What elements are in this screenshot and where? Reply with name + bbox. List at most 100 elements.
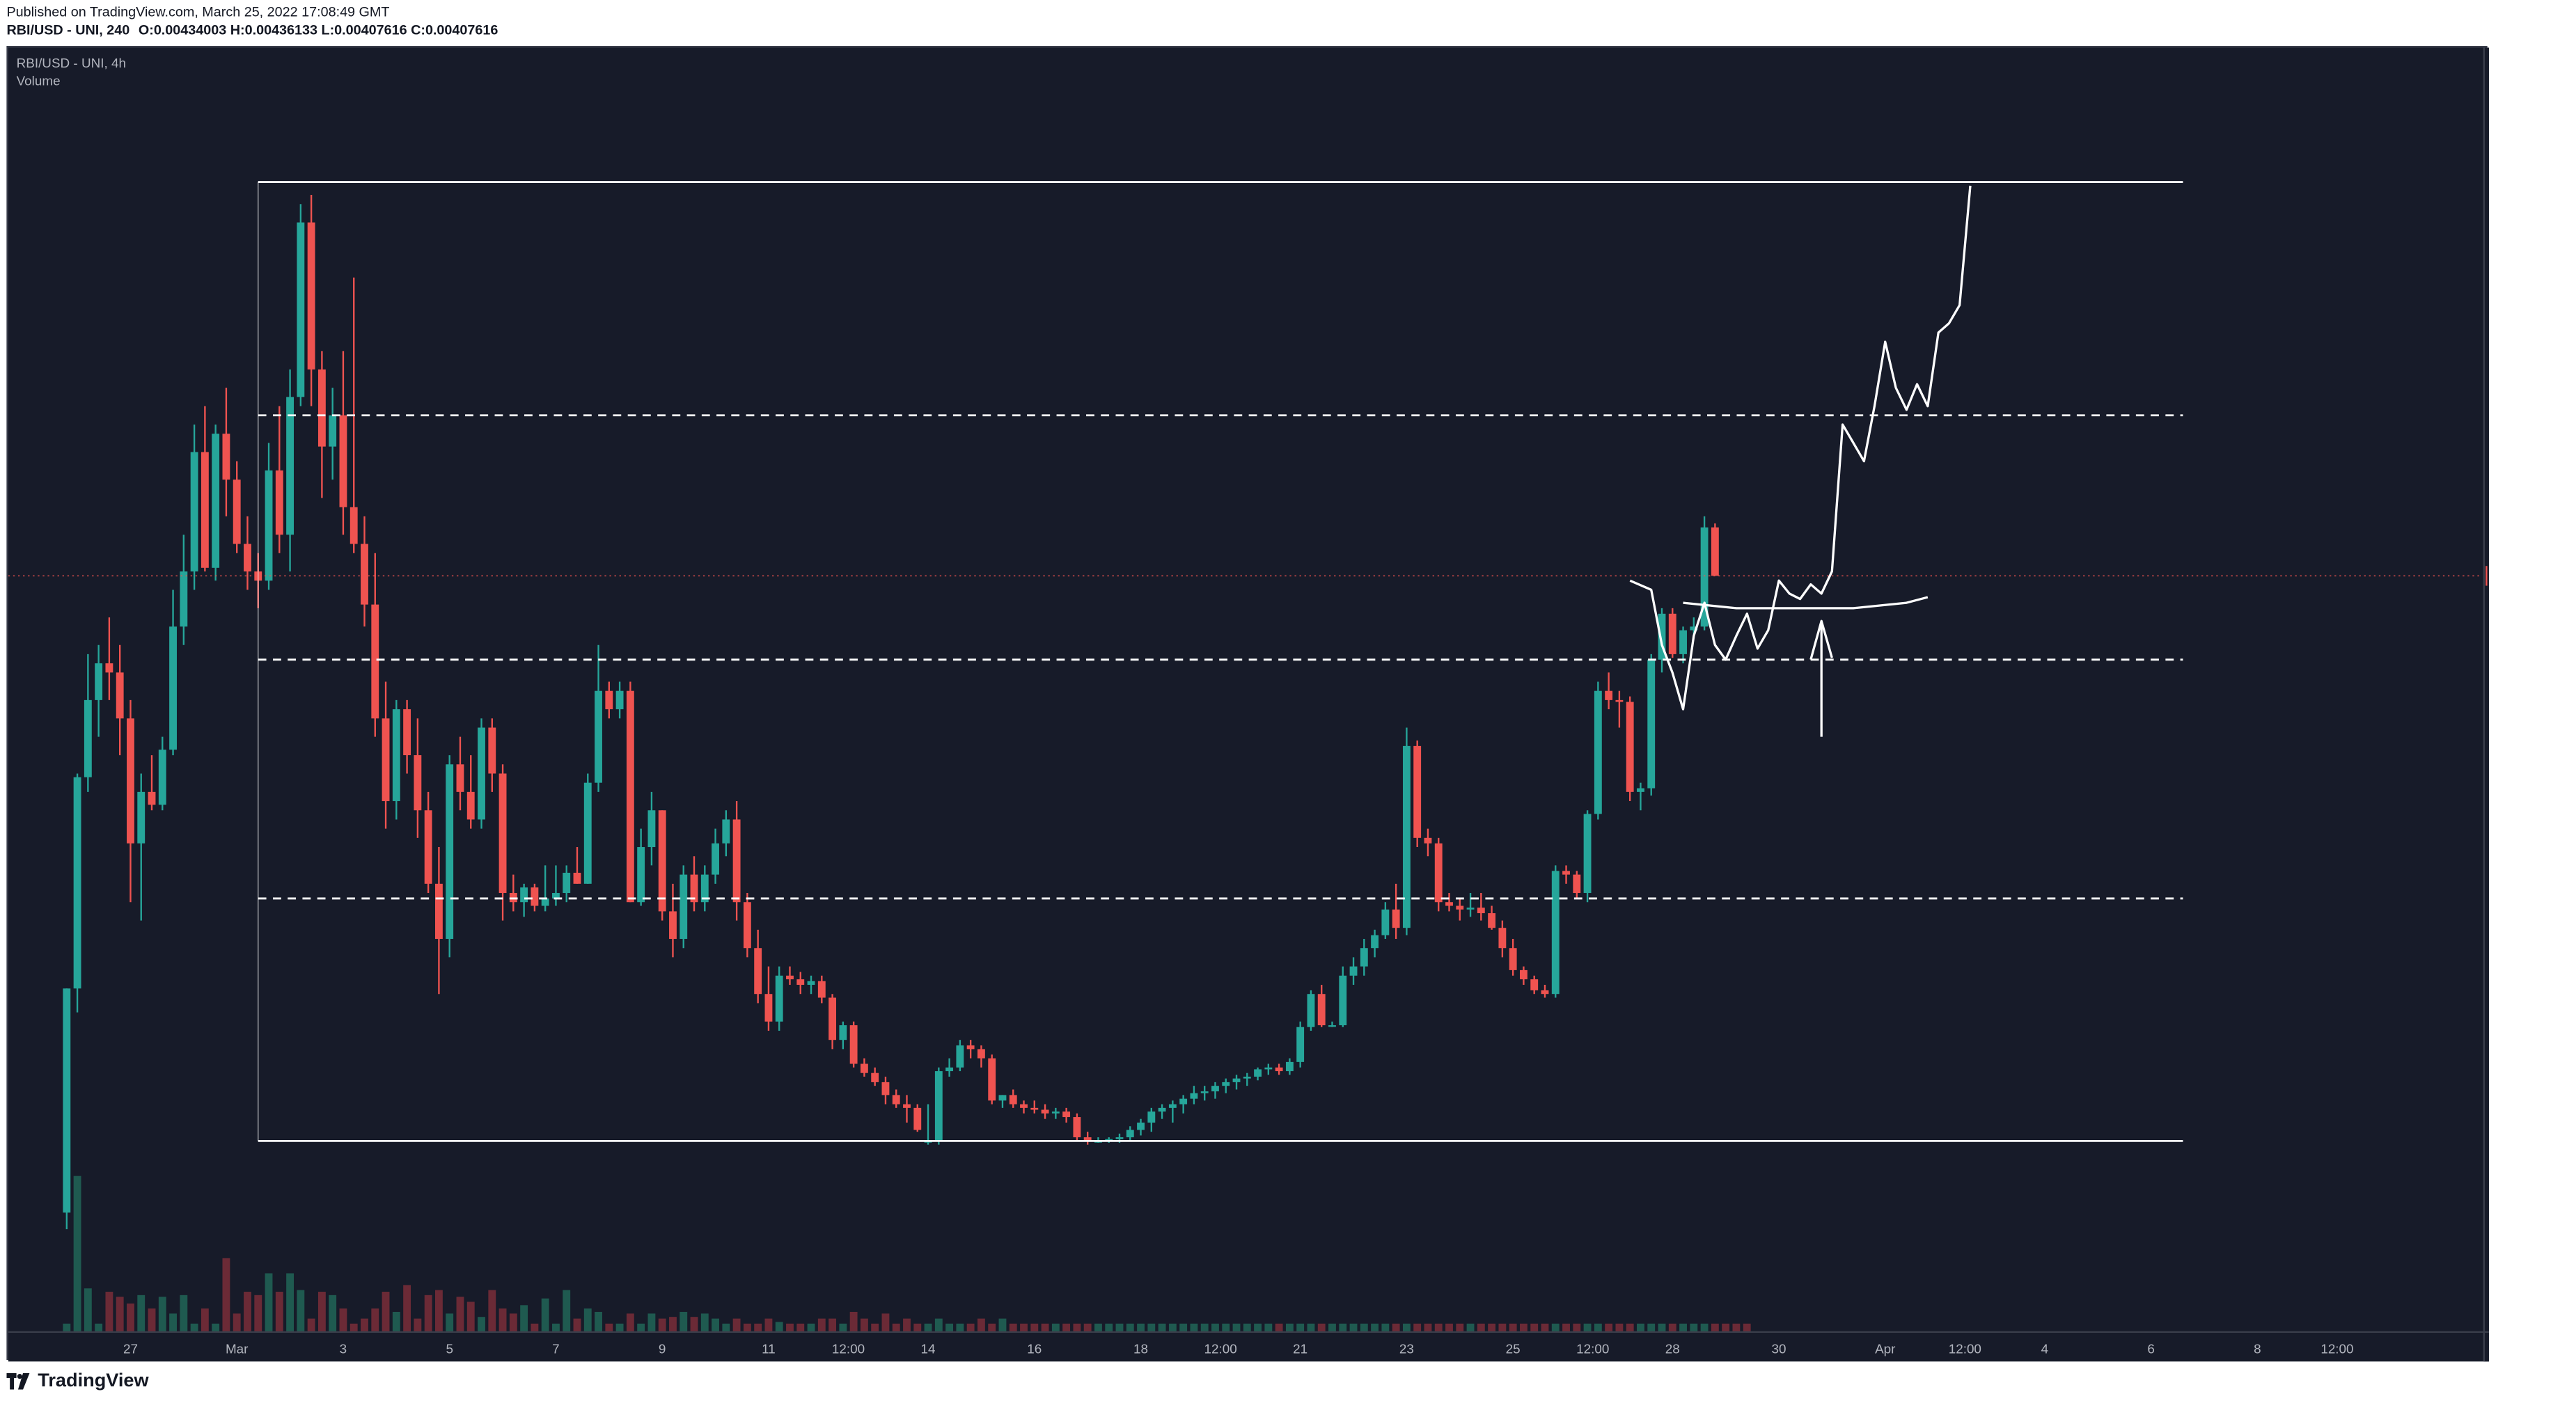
volume-bar (424, 1295, 432, 1332)
volume-bar (871, 1323, 879, 1332)
x-tick-label: Mar (226, 1342, 248, 1356)
x-tick-label: 30 (1772, 1342, 1786, 1356)
x-tick-label: 4 (2041, 1342, 2048, 1356)
candle-body (1126, 1130, 1134, 1138)
volume-bar (563, 1290, 571, 1332)
volume-bar (1679, 1323, 1687, 1332)
volume-bar (1158, 1323, 1166, 1332)
candle-body (371, 604, 379, 719)
volume-bar (392, 1311, 400, 1332)
candle-body (1402, 745, 1411, 928)
candle-body (807, 981, 815, 986)
candle-body (520, 887, 528, 903)
volume-bar (1115, 1323, 1124, 1332)
volume-bar (1264, 1323, 1273, 1332)
volume-bar (712, 1318, 719, 1332)
candle-body (626, 690, 634, 903)
volume-bar (1488, 1323, 1496, 1332)
candle-body (690, 874, 698, 903)
volume-bar (1434, 1323, 1443, 1332)
open-label: O: (138, 21, 154, 38)
volume-bar (1200, 1323, 1209, 1332)
last-price-tag (2485, 566, 2488, 586)
volume-bar (466, 1301, 475, 1332)
candle-body (137, 791, 146, 844)
candle-body (828, 997, 837, 1040)
candle-body (998, 1095, 1007, 1101)
volume-bar (1105, 1323, 1113, 1332)
volume-bar (275, 1292, 283, 1332)
hand-drawn-projection-1 (1683, 596, 1929, 610)
symbol-label: RBI/USD - UNI, 240 (6, 21, 130, 38)
candle-body (1594, 690, 1602, 814)
volume-bar (956, 1323, 964, 1332)
candle-body (1456, 905, 1464, 910)
volume-bar (626, 1313, 634, 1332)
x-tick-label: 12:00 (2320, 1342, 2353, 1356)
candlestick-chart[interactable]: 0.006800000.006600000.006400000.00620000… (8, 47, 2489, 1362)
volume-bar (478, 1317, 485, 1332)
candle-body (158, 750, 166, 805)
volume-bar (903, 1318, 911, 1332)
volume-bar (1732, 1323, 1741, 1332)
candle-body (1190, 1093, 1198, 1099)
volume-bar (1520, 1323, 1527, 1332)
x-tick-label: 8 (2254, 1342, 2261, 1356)
volume-bar (116, 1297, 124, 1332)
volume-bar (722, 1323, 730, 1332)
candle-body (680, 874, 688, 940)
volume-bar (1551, 1323, 1560, 1332)
volume-bar (1743, 1323, 1751, 1332)
volume-bar (966, 1323, 975, 1332)
x-tick-label: 16 (1027, 1342, 1042, 1356)
volume-bar (977, 1318, 985, 1332)
candle-body (1254, 1069, 1262, 1077)
volume-bar (361, 1318, 368, 1332)
volume-bar (244, 1292, 251, 1332)
candle-body (1668, 613, 1676, 654)
volume-bar (828, 1318, 837, 1332)
volume-bar (849, 1311, 858, 1332)
series-legend-title: RBI/USD - UNI, 4h (16, 56, 126, 71)
candle-body (637, 847, 645, 903)
candle-body (466, 791, 475, 820)
candle-body (669, 911, 677, 940)
candle-body (563, 872, 571, 894)
candle-body (1562, 871, 1570, 875)
x-tick-label: 21 (1293, 1342, 1307, 1356)
volume-bar (1402, 1323, 1411, 1332)
candle-body (478, 727, 485, 820)
candle-body (456, 764, 464, 792)
candle-body (1349, 966, 1358, 976)
x-tick-label: 12:00 (832, 1342, 865, 1356)
volume-bar (1637, 1323, 1644, 1332)
candle-body (839, 1025, 847, 1040)
candle-body (190, 452, 198, 572)
volume-bar (329, 1295, 337, 1332)
chart-pane[interactable]: 0.006800000.006600000.006400000.00620000… (6, 46, 2489, 1362)
candle-body (1041, 1109, 1049, 1114)
volume-bar (1168, 1323, 1177, 1332)
candle-body (1509, 948, 1517, 970)
candle-body (1371, 935, 1379, 949)
volume-bar (988, 1323, 996, 1332)
candle-body (1222, 1082, 1230, 1086)
candle-body (1520, 969, 1527, 980)
candle-body (595, 690, 602, 783)
x-tick-label: 6 (2147, 1342, 2154, 1356)
volume-bar (1360, 1323, 1368, 1332)
volume-bar (680, 1311, 688, 1332)
volume-bar (1296, 1323, 1305, 1332)
candle-body (700, 874, 709, 903)
volume-bar (1317, 1323, 1326, 1332)
candle-body (1679, 630, 1687, 654)
candle-body (1179, 1098, 1188, 1105)
candle-body (1541, 990, 1549, 995)
candle-body (307, 222, 315, 370)
candle-body (775, 975, 783, 1022)
volume-bar (1392, 1323, 1400, 1332)
volume-bar (881, 1313, 890, 1332)
volume-bar (531, 1323, 539, 1332)
candle-body (1020, 1104, 1028, 1108)
